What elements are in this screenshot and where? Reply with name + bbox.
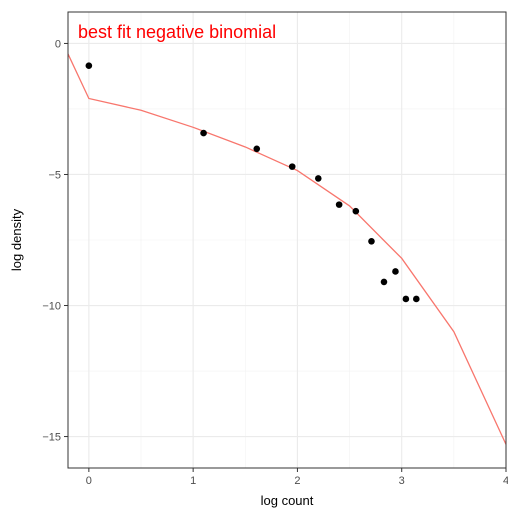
data-point [352,207,360,215]
data-point [253,145,261,153]
y-tick-label: −5 [48,169,61,181]
data-point [392,268,399,275]
x-tick-label: 2 [294,475,300,487]
x-tick-label: 1 [190,475,196,487]
data-point [335,201,343,208]
y-tick-label: −15 [42,432,61,444]
grid-minor [68,12,506,468]
plot-panel-border [67,11,507,469]
data-point [402,295,410,303]
data-point [413,295,420,303]
y-axis-ticks: 0 −5 −10 −15 [42,38,68,444]
x-tick-label: 4 [503,475,508,487]
data-point [288,163,296,170]
x-axis-ticks: 0 1 2 3 4 [86,468,508,487]
grid-major [68,12,507,468]
data-point [368,238,375,245]
data-point [85,62,93,70]
data-point [380,278,388,286]
points-layer [85,62,420,303]
y-tick-label: −10 [42,301,61,313]
fit-line-layer [67,53,507,445]
data-point [314,175,322,182]
annotation-text: best fit negative binomial [78,22,276,42]
x-axis-title: log count [261,493,314,508]
x-tick-label: 0 [86,475,92,487]
data-point [200,129,207,137]
x-tick-label: 3 [399,475,405,487]
y-tick-label: 0 [55,38,61,50]
fit-curve [67,53,507,445]
y-axis-title: log density [9,208,24,271]
